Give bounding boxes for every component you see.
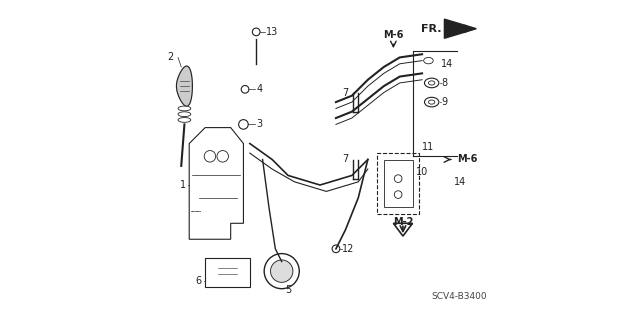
Polygon shape [177,66,193,106]
Text: 1: 1 [180,180,186,190]
Text: 14: 14 [454,177,466,187]
Text: 2: 2 [167,52,173,63]
Text: 9: 9 [441,97,447,107]
Text: M-2: M-2 [393,217,413,227]
Text: M-6: M-6 [383,30,404,40]
Text: M-6: M-6 [457,154,477,165]
Text: 7: 7 [342,154,349,165]
Text: 5: 5 [285,285,291,295]
Circle shape [271,260,293,282]
Text: FR.: FR. [420,24,441,34]
Bar [384,160,413,207]
Text: 8: 8 [441,78,447,88]
Text: 10: 10 [416,167,428,177]
Text: 3: 3 [256,119,262,130]
Text: 14: 14 [441,59,454,69]
Bar [205,258,250,287]
Text: 12: 12 [342,244,355,254]
Bar [378,153,419,214]
Text: SCV4-B3400: SCV4-B3400 [431,292,487,301]
Text: 6: 6 [196,276,202,286]
Polygon shape [444,19,476,38]
Text: 13: 13 [266,27,278,37]
Text: 4: 4 [256,84,262,94]
Text: 11: 11 [422,142,435,152]
Text: 7: 7 [342,87,349,98]
